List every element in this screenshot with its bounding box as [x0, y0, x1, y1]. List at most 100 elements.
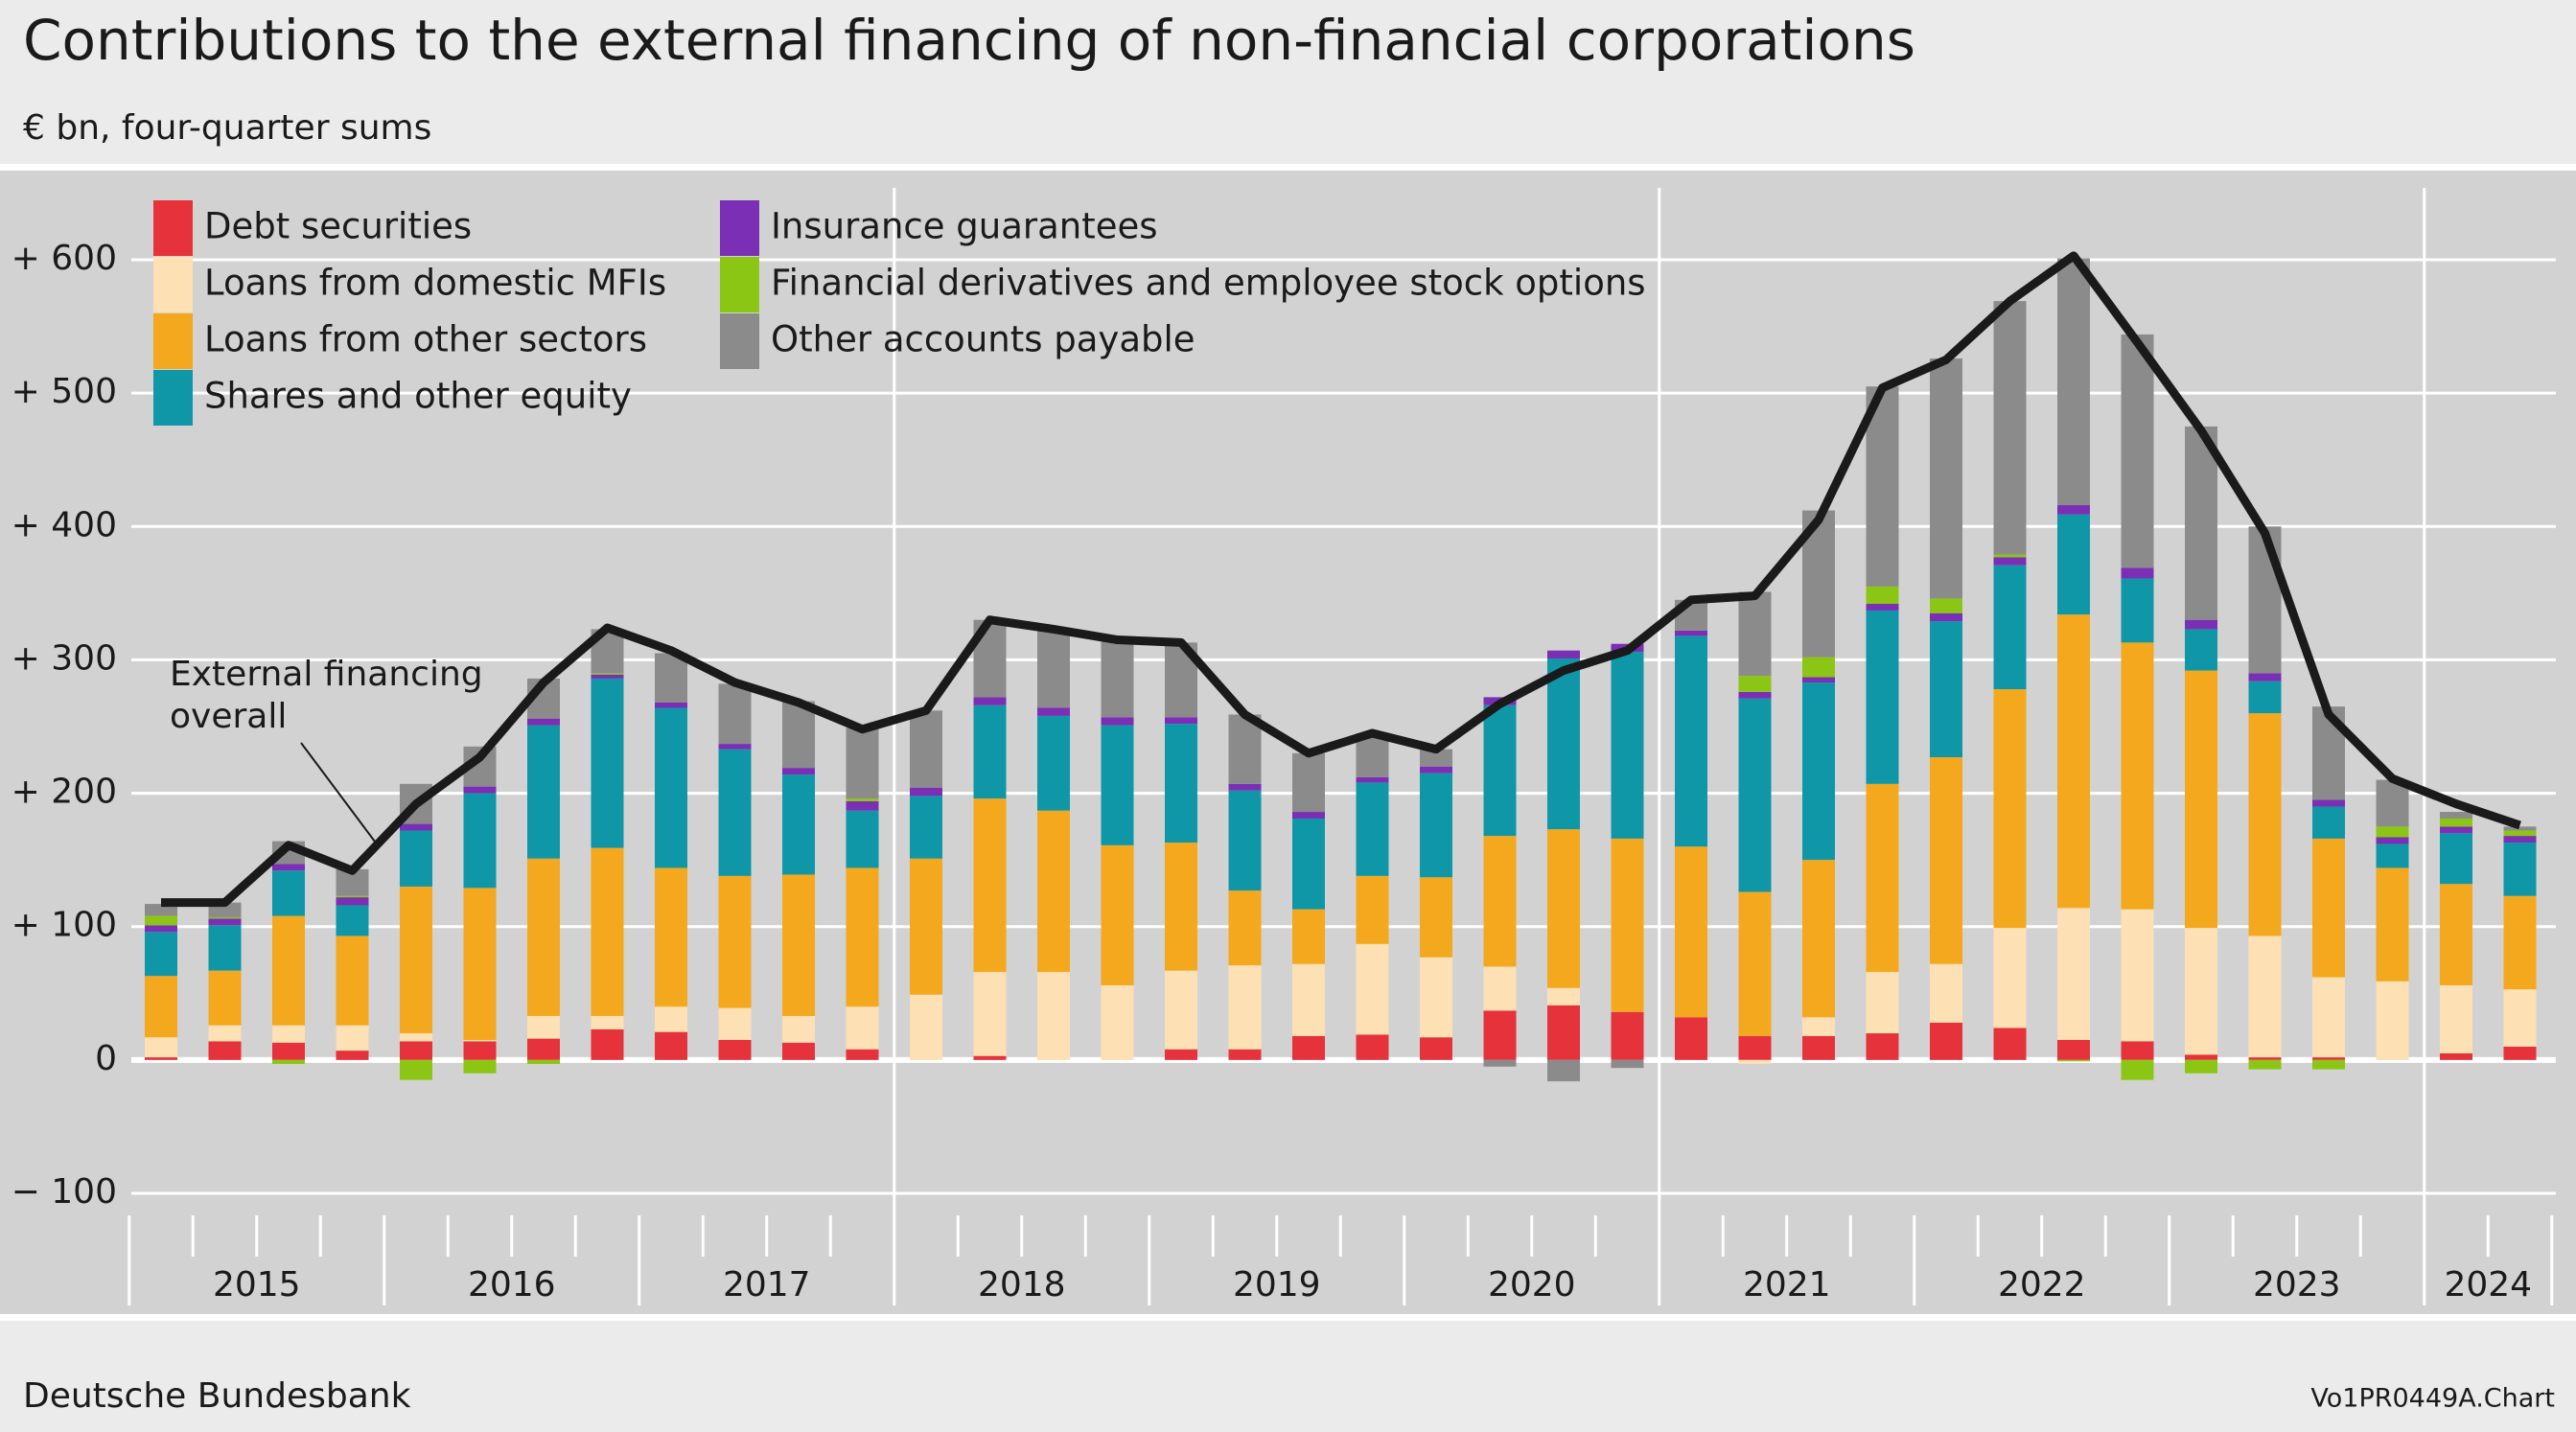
x-tick-label: 2020: [1488, 1265, 1576, 1305]
bar-segment: [1228, 1049, 1262, 1060]
bar-segment: [1993, 301, 2027, 555]
bar-segment: [1483, 704, 1517, 837]
bar-segment: [1483, 1010, 1517, 1060]
bar-segment: [1292, 1035, 1325, 1060]
bar-segment: [782, 874, 815, 1016]
bar-segment: [1738, 1059, 1772, 1065]
bar-segment: [2057, 1039, 2090, 1060]
bar-segment: [2503, 895, 2537, 990]
bar-segment: [1228, 783, 1262, 791]
bar-segment: [1802, 677, 1835, 683]
bar-segment: [527, 718, 560, 726]
bar-segment: [1101, 725, 1134, 845]
bar-segment: [1420, 773, 1452, 878]
bar-segment: [1547, 1005, 1580, 1060]
bar-segment: [591, 1015, 624, 1029]
bar-segment: [1738, 591, 1772, 677]
bar-segment: [910, 710, 942, 789]
bar-segment: [846, 1049, 879, 1060]
bar-segment: [2057, 505, 2090, 515]
legend-label: Debt securities: [204, 206, 472, 247]
legend-swatch: [153, 313, 193, 369]
bar-segment: [527, 1015, 560, 1039]
bar-segment: [1356, 776, 1389, 783]
bar-segment: [336, 905, 369, 936]
bar-segment: [846, 798, 879, 801]
bar-segment: [1101, 717, 1134, 726]
bar-segment: [2248, 673, 2282, 681]
bar-segment: [1228, 790, 1262, 891]
bar-segment: [2440, 1052, 2472, 1060]
bar-segment: [1802, 682, 1835, 861]
bar-segment: [2185, 629, 2217, 671]
bar-segment: [145, 932, 177, 977]
y-tick-label: 0: [95, 1039, 117, 1078]
bar-segment: [1930, 1022, 1962, 1060]
bar-segment: [2121, 1059, 2154, 1080]
line: [161, 251, 2521, 908]
bar-segment: [1738, 1035, 1772, 1060]
y-tick-label: + 600: [12, 239, 117, 278]
bar-segment: [2376, 981, 2409, 1060]
bar-segment: [782, 768, 815, 775]
bar-segment: [1165, 717, 1197, 725]
bar-segment: [655, 867, 687, 1007]
bar-segment: [1420, 877, 1452, 958]
bar-segment: [1611, 652, 1644, 839]
bar-segment: [973, 972, 1007, 1056]
bar-segment: [1993, 689, 2027, 929]
bar-segment: [910, 796, 942, 859]
bar-segment: [1738, 676, 1772, 692]
bar-segment: [2376, 779, 2409, 827]
bar-segment: [718, 683, 752, 745]
bar-segment: [272, 1025, 305, 1043]
bar-segment: [1356, 875, 1389, 944]
chart-title: Contributions to the external financing …: [23, 8, 1915, 73]
legend-swatch: [720, 257, 759, 312]
annotation-leader: [300, 742, 376, 843]
bar-segment: [2248, 1059, 2282, 1070]
bar-segment: [782, 774, 815, 875]
bar-segment: [1866, 783, 1899, 973]
bar-segment: [2057, 908, 2090, 1040]
bar-segment: [782, 1015, 815, 1043]
bar-segment: [463, 888, 497, 1040]
bar-segment: [1802, 1035, 1835, 1060]
bar-segment: [846, 800, 879, 811]
bar-segment: [1165, 724, 1197, 843]
legend-label: Other accounts payable: [771, 319, 1195, 360]
y-tick-label: + 400: [12, 505, 117, 544]
bar-segment: [1802, 1017, 1835, 1036]
bar-segment: [1675, 846, 1707, 1018]
bar-segment: [1930, 612, 1962, 622]
y-tick-label: + 500: [12, 372, 117, 411]
bar-segment: [1101, 844, 1134, 985]
bar-segment: [1165, 1049, 1197, 1060]
bar-segment: [1292, 812, 1325, 820]
bar-segment: [208, 918, 242, 926]
bar-segment: [846, 728, 879, 799]
bar-segment: [1228, 890, 1262, 966]
bar-segment: [2376, 843, 2409, 868]
bar-segment: [2312, 1059, 2345, 1070]
legend-label: Loans from other sectors: [204, 319, 647, 360]
bar-segment: [2440, 826, 2472, 834]
bar-segment: [527, 1059, 560, 1065]
bar-segment: [2057, 514, 2090, 615]
bar-segment: [2440, 812, 2472, 820]
bar-segment: [208, 1041, 242, 1060]
bar-segment: [973, 697, 1007, 705]
bar-segment: [400, 823, 432, 831]
bar-segment: [1547, 1059, 1580, 1082]
bar-segment: [2503, 826, 2537, 831]
bar-segment: [2248, 1057, 2282, 1060]
x-tick-label: 2023: [2253, 1265, 2341, 1305]
bar-segment: [2312, 838, 2345, 978]
bar-segment: [145, 925, 177, 933]
bar-segment: [400, 830, 432, 887]
bar-segment: [2121, 578, 2154, 643]
bar-segment: [1993, 928, 2027, 1028]
bar-segment: [1993, 565, 2027, 690]
bar-segment: [1930, 621, 1962, 758]
bar-segment: [1802, 860, 1835, 1018]
